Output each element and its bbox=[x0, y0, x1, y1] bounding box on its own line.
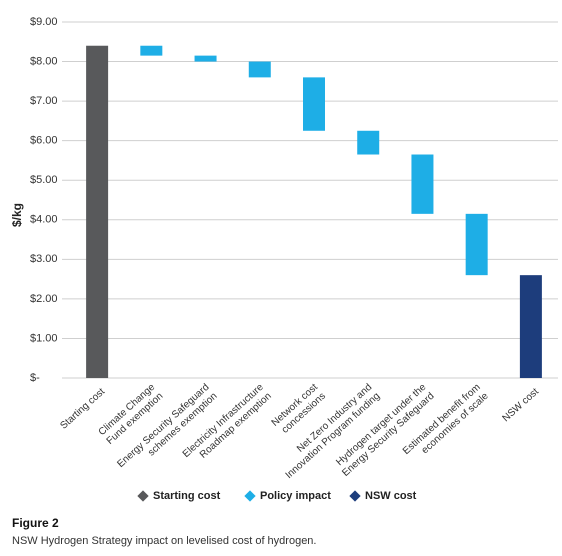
y-axis-label: $/kg bbox=[10, 203, 24, 227]
y-tick-label: $1.00 bbox=[30, 332, 58, 344]
y-tick-label: $2.00 bbox=[30, 293, 58, 305]
bar bbox=[357, 130, 380, 155]
legend-marker bbox=[137, 490, 149, 502]
bar bbox=[411, 154, 434, 214]
x-tick-label: Starting cost bbox=[58, 386, 107, 432]
caption: NSW Hydrogen Strategy impact on levelise… bbox=[12, 535, 316, 547]
y-tick-label: $7.00 bbox=[30, 95, 58, 107]
bar bbox=[519, 275, 542, 378]
y-tick-label: $5.00 bbox=[30, 174, 58, 186]
legend-label: NSW cost bbox=[365, 490, 417, 502]
legend-label: Starting cost bbox=[153, 490, 221, 502]
bar bbox=[465, 213, 488, 276]
x-tick-label-line: NSW cost bbox=[500, 386, 541, 424]
bar bbox=[248, 61, 271, 78]
x-tick-label: NSW cost bbox=[500, 386, 541, 424]
bar bbox=[140, 45, 163, 56]
x-tick-label-line: Starting cost bbox=[58, 386, 107, 432]
bar bbox=[303, 77, 325, 131]
y-tick-label: $8.00 bbox=[30, 55, 58, 67]
y-tick-label: $6.00 bbox=[30, 135, 58, 147]
y-tick-label: $- bbox=[30, 372, 40, 384]
legend-marker bbox=[244, 490, 256, 502]
y-tick-label: $9.00 bbox=[30, 16, 58, 28]
y-tick-label: $4.00 bbox=[30, 214, 58, 226]
y-tick-label: $3.00 bbox=[30, 253, 58, 265]
bar bbox=[194, 55, 217, 62]
legend-label: Policy impact bbox=[260, 490, 331, 502]
figure-label: Figure 2 bbox=[12, 516, 59, 530]
bar bbox=[86, 45, 109, 378]
legend-marker bbox=[349, 490, 361, 502]
